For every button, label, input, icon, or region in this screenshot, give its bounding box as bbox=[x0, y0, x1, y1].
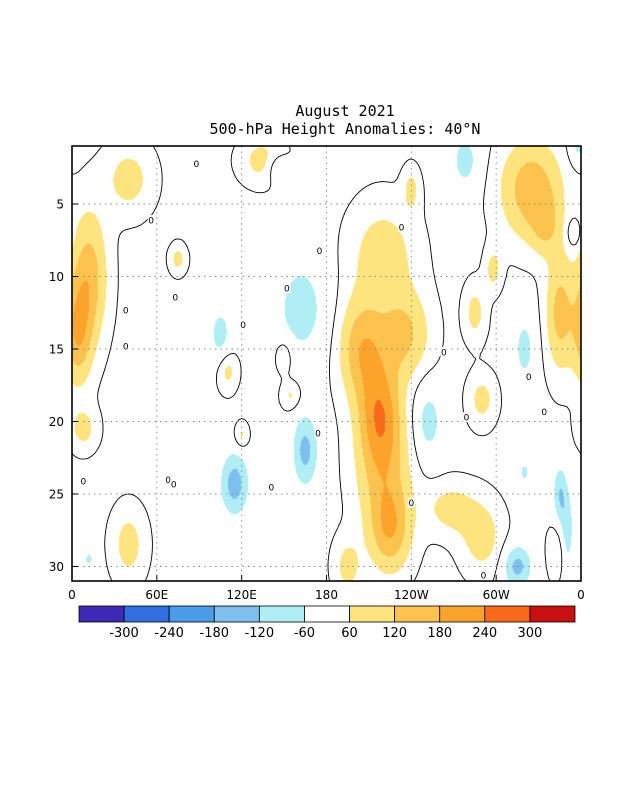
colorbar-swatch bbox=[529, 605, 576, 623]
colorbar-label: 60 bbox=[341, 626, 358, 641]
contour-label-bg bbox=[122, 304, 130, 315]
y-tick-label: 10 bbox=[49, 270, 64, 284]
contour-label-bg bbox=[170, 478, 178, 489]
x-tick-label: 60E bbox=[145, 588, 168, 602]
chart-title: August 2021 bbox=[295, 102, 394, 120]
contour-label: 0 bbox=[165, 476, 171, 486]
contour-label-bg bbox=[462, 412, 470, 423]
x-axis: 0 60E 120E 180 120W 60W 0 bbox=[68, 575, 585, 602]
contour-label: 0 bbox=[194, 160, 200, 170]
contour-label-bg bbox=[239, 319, 247, 330]
contour-label: 0 bbox=[441, 348, 447, 358]
y-tick-label: 20 bbox=[49, 415, 64, 429]
contour-label: 0 bbox=[284, 285, 290, 295]
x-tick-label: 180 bbox=[315, 588, 338, 602]
contour-label: 0 bbox=[481, 572, 487, 582]
contour-label-bg bbox=[122, 341, 130, 352]
colorbar-label: -180 bbox=[200, 626, 230, 641]
contour-label-bg bbox=[479, 570, 487, 581]
contour-label-bg bbox=[440, 346, 448, 357]
contour-label-bg bbox=[164, 474, 172, 485]
contour-label: 0 bbox=[80, 477, 86, 487]
contour-label-bg bbox=[314, 428, 322, 439]
colorbar-label: -240 bbox=[154, 626, 184, 641]
contour-label: 0 bbox=[171, 480, 177, 490]
x-tick-label: 120W bbox=[394, 588, 429, 602]
colorbar-swatch bbox=[258, 605, 305, 623]
contour-label: 0 bbox=[123, 343, 129, 353]
contour-label: 0 bbox=[315, 430, 321, 440]
colorbar-swatch bbox=[168, 605, 215, 623]
y-tick-label: 15 bbox=[49, 343, 64, 357]
contour-label: 0 bbox=[172, 293, 178, 303]
zero-contours bbox=[72, 146, 581, 581]
colorbar-label: 180 bbox=[427, 626, 452, 641]
y-axis: 5 10 15 20 25 30 bbox=[49, 198, 78, 574]
contour-label: 0 bbox=[123, 306, 129, 316]
x-tick-label: 0 bbox=[68, 588, 76, 602]
contour-label: 0 bbox=[408, 499, 414, 509]
x-tick-label: 60W bbox=[483, 588, 510, 602]
contour-label-bg bbox=[540, 406, 548, 417]
contour-label: 0 bbox=[240, 321, 246, 331]
contour-label-bg bbox=[397, 222, 405, 233]
colorbar-swatch bbox=[123, 605, 170, 623]
contour-label-bg bbox=[171, 291, 179, 302]
contour-label: 0 bbox=[399, 224, 405, 234]
contour-label-bg bbox=[525, 371, 533, 382]
y-tick-label: 5 bbox=[56, 198, 64, 212]
grid-lines bbox=[72, 146, 581, 581]
contour-label-bg bbox=[147, 214, 155, 225]
contour-label: 0 bbox=[317, 247, 323, 257]
colorbar-label: -300 bbox=[109, 626, 139, 641]
contour-label-bg bbox=[192, 158, 200, 169]
contour-label: 0 bbox=[541, 408, 547, 418]
contour-label: 0 bbox=[526, 373, 532, 383]
colorbar-swatch bbox=[349, 605, 396, 623]
chart-subtitle: 500-hPa Height Anomalies: 40°N bbox=[210, 120, 481, 138]
colorbar-swatch bbox=[78, 605, 125, 623]
contour-label: 0 bbox=[268, 483, 274, 493]
contour-label-bg bbox=[315, 245, 323, 256]
contour-label-bg bbox=[283, 283, 291, 294]
y-tick-label: 30 bbox=[49, 560, 64, 574]
colorbar: -300 -240 -180 -120 -60 60 120 180 240 300 bbox=[78, 605, 576, 641]
colorbar-label: 120 bbox=[382, 626, 407, 641]
y-tick-label: 25 bbox=[49, 488, 64, 502]
colorbar-swatch bbox=[439, 605, 486, 623]
colorbar-swatch bbox=[484, 605, 531, 623]
colorbar-label: 240 bbox=[472, 626, 497, 641]
colorbar-swatch bbox=[394, 605, 441, 623]
colorbar-label: -120 bbox=[245, 626, 275, 641]
x-tick-label: 120E bbox=[226, 588, 257, 602]
zero-contour-line bbox=[72, 146, 581, 581]
contour-label-bg bbox=[267, 481, 275, 492]
x-tick-label: 0 bbox=[577, 588, 585, 602]
colorbar-swatch bbox=[213, 605, 260, 623]
colorbar-swatch bbox=[304, 605, 350, 623]
contour-label: 0 bbox=[464, 414, 470, 424]
colorbar-label: -60 bbox=[294, 626, 315, 641]
contour-label-bg bbox=[79, 475, 87, 486]
colorbar-label: 300 bbox=[517, 626, 542, 641]
contour-label-bg bbox=[407, 497, 415, 508]
contour-label: 0 bbox=[148, 216, 154, 226]
